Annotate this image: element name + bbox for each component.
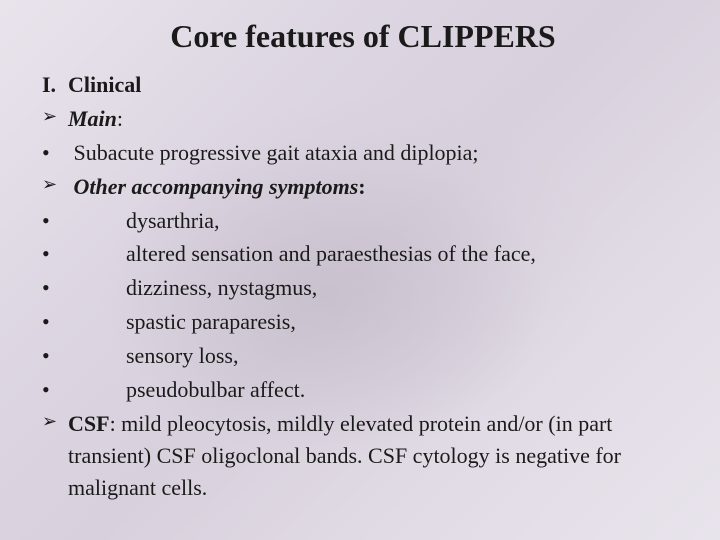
csf-label: CSF [68,411,110,436]
list-item-spastic: •spastic paraparesis, [42,306,684,340]
csf-wrap: CSF: mild pleocytosis, mildly elevated p… [68,408,680,504]
item-text: pseudobulbar affect. [68,374,305,406]
item-text: altered sensation and paraesthesias of t… [68,238,536,270]
item-text: sensory loss, [68,340,238,372]
list-item-dysarthria: •dysarthria, [42,205,684,239]
bullet-icon: • [42,340,68,372]
list-item-clinical: I.Clinical [42,69,684,103]
list-item-main: ➢Main: [42,103,684,137]
bullet-icon: • [42,238,68,270]
arrow-icon: ➢ [42,103,68,129]
list-item-sensory-loss: •sensory loss, [42,340,684,374]
item-text: Clinical [68,72,141,97]
item-text: Main [68,106,117,131]
bullet-icon: • [42,306,68,338]
item-text: dysarthria, [68,205,219,237]
bullet-icon: • [42,205,68,237]
colon: : [358,174,365,199]
list-item-other-symptoms: ➢ Other accompanying symptoms: [42,171,684,205]
item-text: : mild pleocytosis, mildly elevated prot… [68,411,621,500]
list-item-dizziness: •dizziness, nystagmus, [42,272,684,306]
list-item-altered-sensation: •altered sensation and paraesthesias of … [42,238,684,272]
colon: : [117,106,123,131]
arrow-icon: ➢ [42,171,68,197]
item-text: Other accompanying symptoms [68,174,358,199]
content-list: I.Clinical ➢Main: • Subacute progressive… [42,69,684,506]
roman-marker: I. [42,69,68,101]
bullet-icon: • [42,137,68,169]
slide-title: Core features of CLIPPERS [42,18,684,55]
bullet-icon: • [42,374,68,406]
arrow-icon: ➢ [42,408,68,434]
list-item-csf: ➢ CSF: mild pleocytosis, mildly elevated… [42,408,684,506]
bullet-icon: • [42,272,68,304]
list-item-subacute: • Subacute progressive gait ataxia and d… [42,137,684,171]
item-text: Subacute progressive gait ataxia and dip… [68,140,479,165]
item-text: dizziness, nystagmus, [68,272,317,304]
list-item-pseudobulbar: •pseudobulbar affect. [42,374,684,408]
slide: Core features of CLIPPERS I.Clinical ➢Ma… [0,0,720,540]
item-text: spastic paraparesis, [68,306,296,338]
